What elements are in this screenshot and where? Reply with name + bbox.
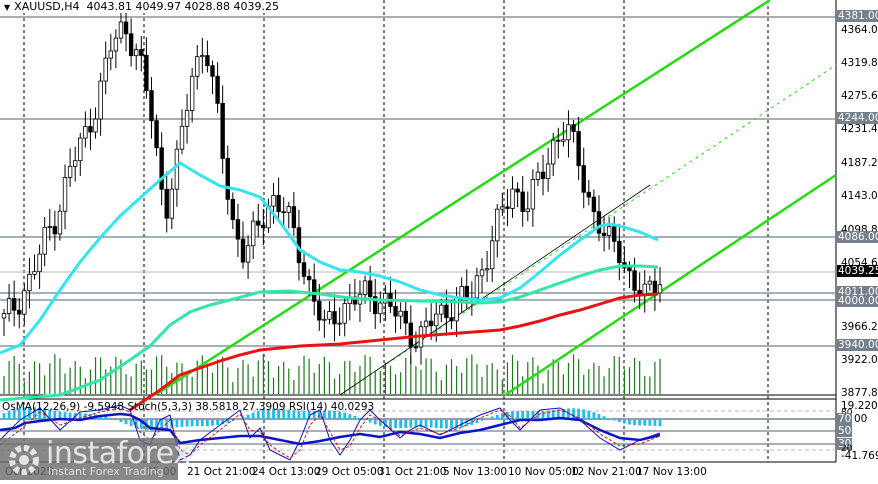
price-tick: 4275.60 <box>841 90 878 102</box>
price-tick: 3877.80 <box>841 387 878 399</box>
collapse-arrow-icon[interactable]: ▼ <box>4 3 10 12</box>
time-label: 17 Nov 13:00 <box>636 466 707 478</box>
volume-bars <box>4 354 660 394</box>
ma-fast-line <box>0 163 658 353</box>
level-tag-4381: 4381.00 <box>837 10 878 22</box>
high-value: 4049.97 <box>136 0 182 13</box>
price-tick: 4364.00 <box>841 24 878 36</box>
candlesticks <box>2 4 662 364</box>
chart-title: ▼ XAUUSD,H4 4043.81 4049.97 4028.88 4039.… <box>2 0 281 13</box>
time-label: 24 Oct 13:00 <box>252 466 320 478</box>
indicator-min-label: -41.7696 <box>841 450 878 462</box>
current-price-tag: 4039.25 <box>837 265 878 277</box>
osma-zero-label: 00 <box>854 413 867 425</box>
price-tick: 3966.20 <box>841 321 878 333</box>
open-value: 4043.81 <box>87 0 133 13</box>
low-value: 4028.88 <box>185 0 231 13</box>
logo-tagline: Instant Forex Trading <box>48 465 164 478</box>
horizontal-levels <box>0 17 836 346</box>
indicator-title: OsMA(12,26,9) -9.5948 Stoch(5,3,3) 38.58… <box>2 401 374 413</box>
time-label: 12 Nov 21:00 <box>571 466 642 478</box>
level-tag-4086: 4086.00 <box>837 231 878 243</box>
gear-icon <box>6 442 42 478</box>
rsi-level-50-tag: 50 <box>837 425 852 437</box>
time-label: 31 Oct 21:00 <box>378 466 446 478</box>
rsi-level-70-tag: 70 <box>837 413 852 425</box>
time-label: 10 Nov 05:00 <box>508 466 579 478</box>
price-tick: 4231.40 <box>841 123 878 135</box>
price-tick: 3922.00 <box>841 354 878 366</box>
level-tag-3940: 3940.00 <box>837 339 878 351</box>
time-label: 5 Nov 13:00 <box>443 466 507 478</box>
level-tag-4244: 4244.00 <box>837 112 878 124</box>
price-tick: 4187.20 <box>841 157 878 169</box>
time-label: 21 Oct 21:00 <box>187 466 255 478</box>
level-tag-4000: 4000.00 <box>837 295 878 307</box>
instaforex-logo: instaforex Instant Forex Trading <box>0 438 178 480</box>
price-tick: 4143.00 <box>841 190 878 202</box>
symbol-label: XAUUSD,H4 <box>14 0 79 13</box>
time-label: 29 Oct 05:00 <box>315 466 383 478</box>
close-value: 4039.25 <box>234 0 280 13</box>
price-tick: 4319.80 <box>841 57 878 69</box>
